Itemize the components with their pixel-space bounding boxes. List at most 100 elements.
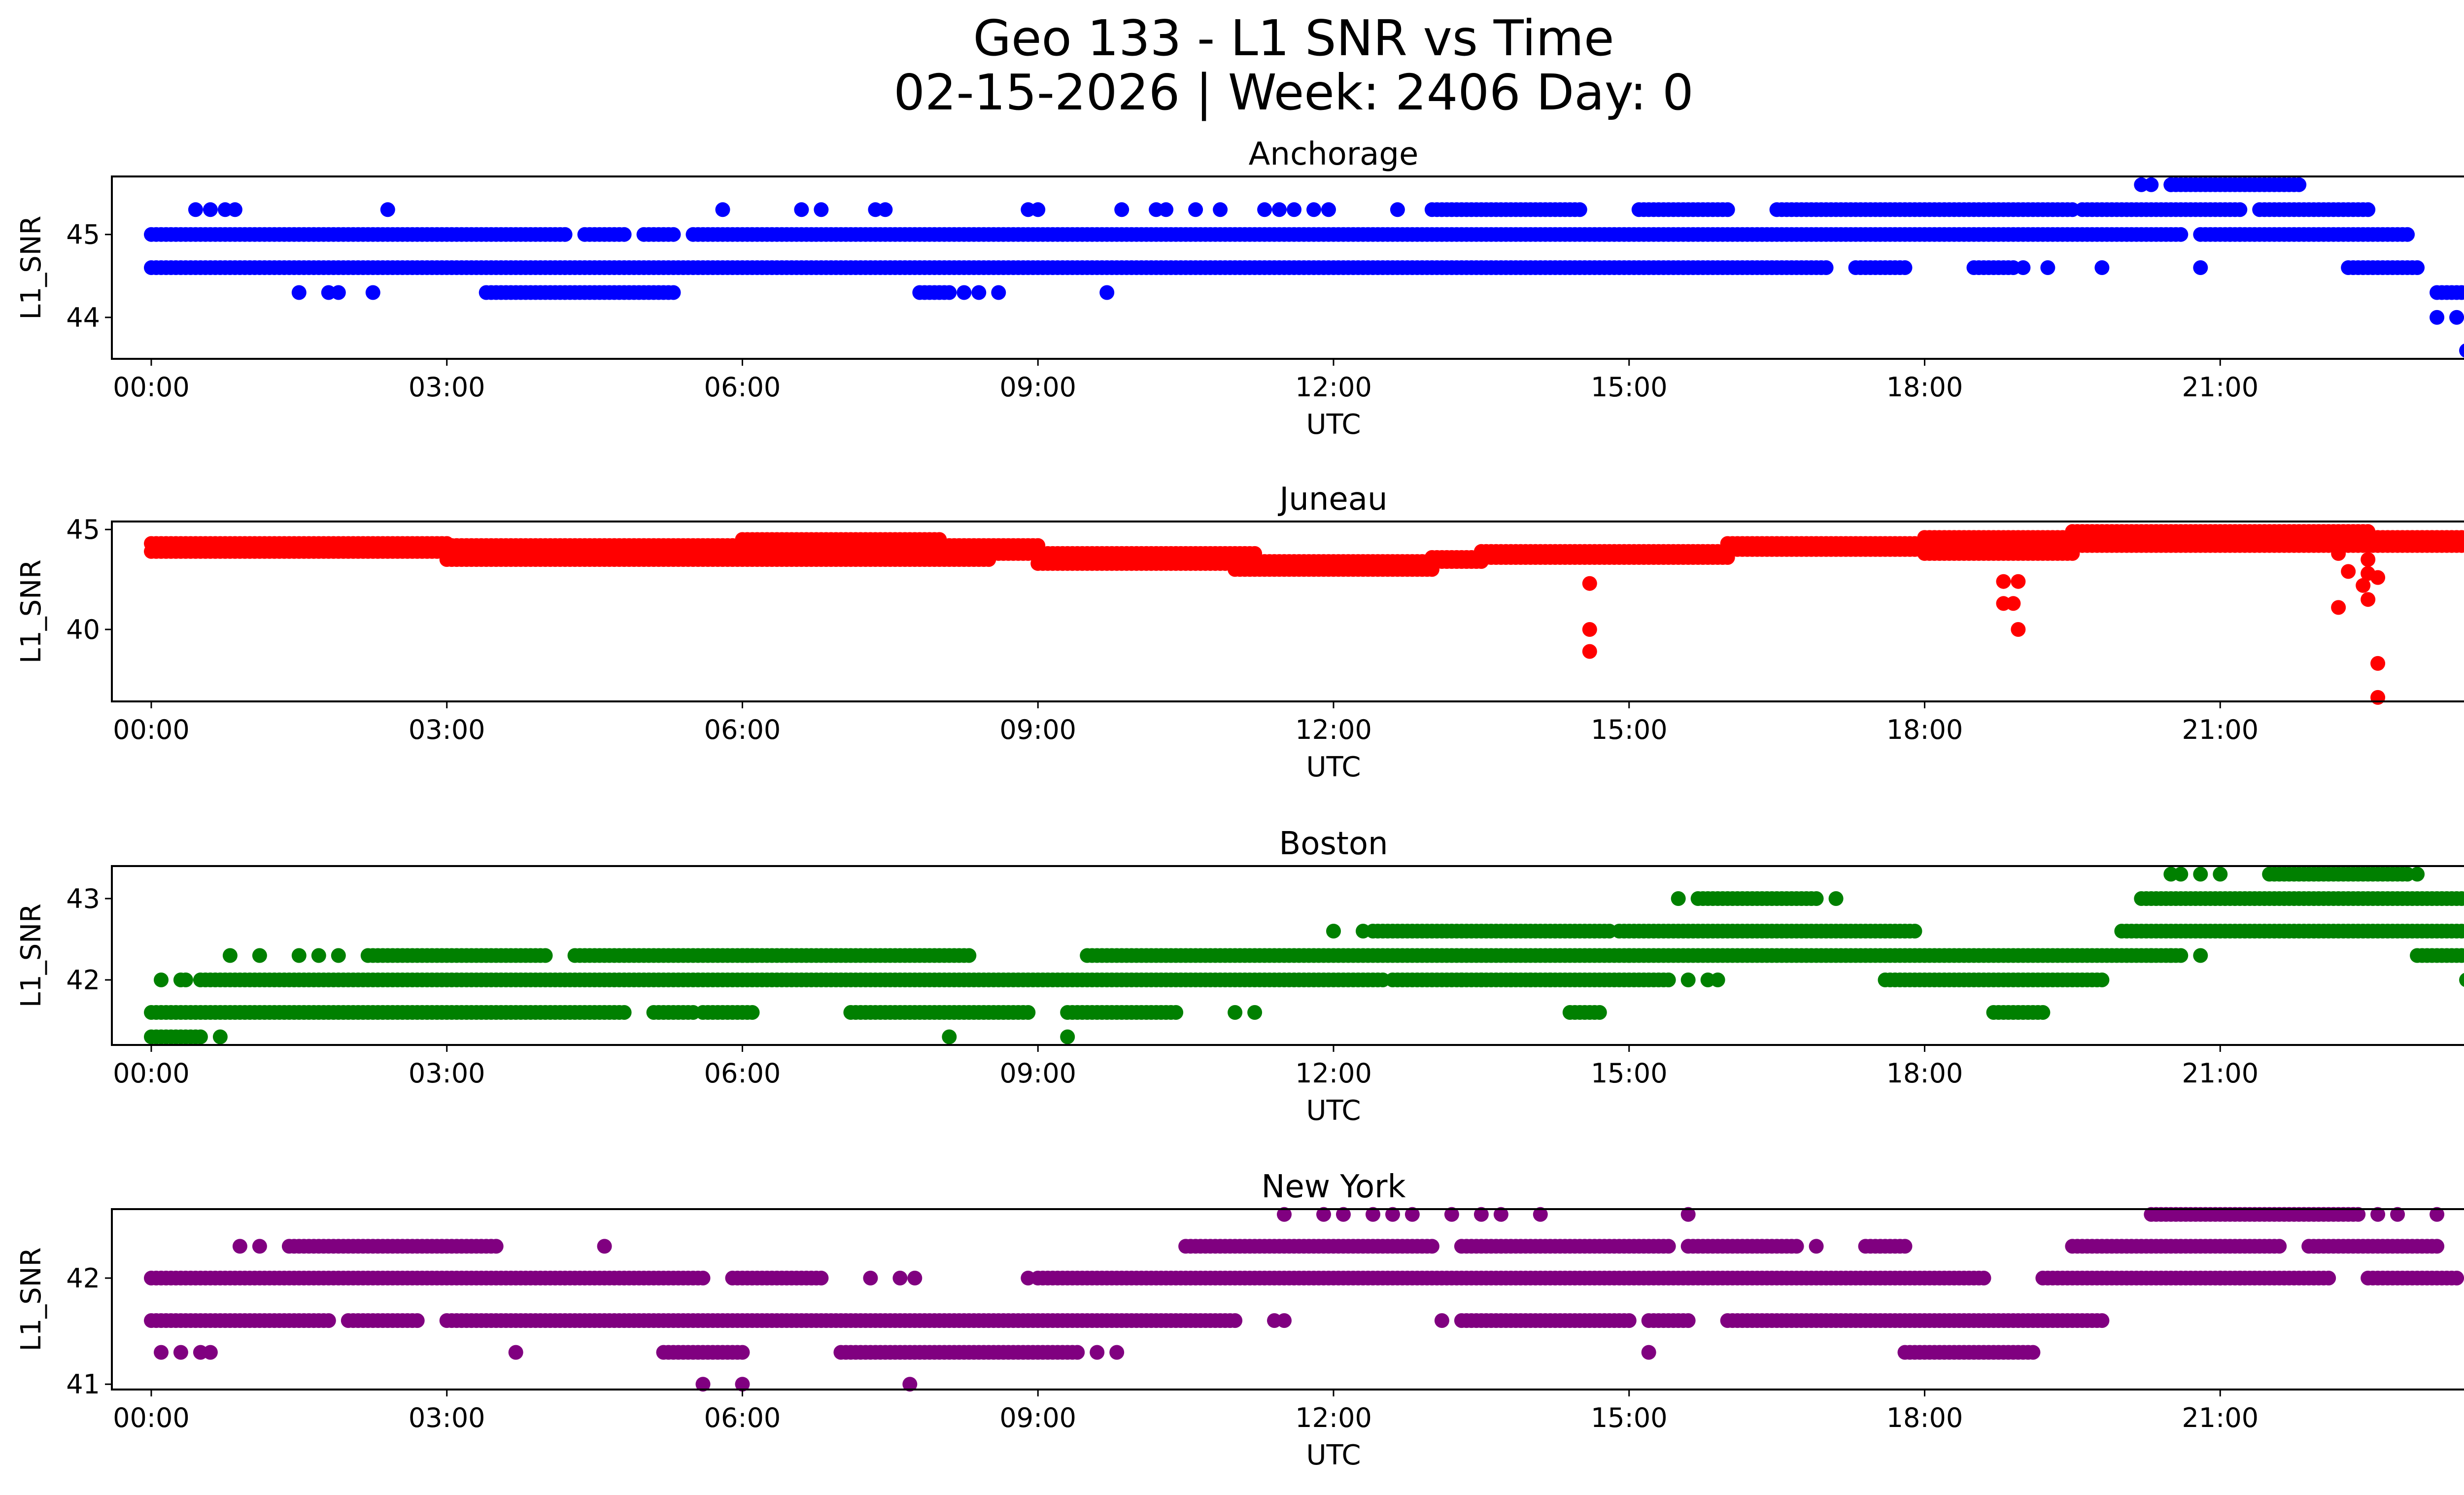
chart-1-point <box>2370 656 2386 671</box>
chart-0-point <box>1188 202 1203 217</box>
chart-0-point <box>2040 260 2055 275</box>
chart-3-xtick-label: 12:00 <box>1295 1402 1372 1433</box>
chart-3-point <box>2390 1207 2405 1222</box>
chart-2-point <box>1168 1005 1184 1020</box>
chart-3-point <box>597 1239 612 1254</box>
chart-0-point <box>203 202 218 217</box>
chart-0-point <box>666 227 681 242</box>
chart-1-point <box>2361 552 2376 567</box>
chart-0-point <box>1030 202 1046 217</box>
chart-0-title: Anchorage <box>1249 136 1419 173</box>
chart-2-point <box>1503 973 1518 987</box>
chart-3-ytick-label: 41 <box>66 1369 100 1400</box>
chart-3-point <box>2213 1270 2228 1286</box>
chart-0-point <box>794 202 809 217</box>
chart-2-xtick-label: 12:00 <box>1295 1058 1372 1089</box>
chart-1-xtick-label: 15:00 <box>1591 714 1668 745</box>
chart-1-xlabel: UTC <box>1306 751 1361 783</box>
chart-1-point <box>981 552 996 567</box>
chart-2-title: Boston <box>1279 826 1388 862</box>
chart-0-point <box>957 285 972 300</box>
chart-3-xtick-label: 00:00 <box>113 1402 190 1433</box>
chart-0-point <box>331 285 346 300</box>
chart-3-ylabel: L1_SNR <box>15 1247 47 1351</box>
chart-0-point <box>380 202 395 217</box>
chart-3-xtick-label: 06:00 <box>704 1402 781 1433</box>
chart-1-ylabel: L1_SNR <box>15 559 47 663</box>
chart-2-point <box>2410 867 2425 882</box>
chart-0-point <box>971 285 987 300</box>
chart-3-point <box>695 1270 711 1286</box>
chart-0-point <box>2449 310 2464 325</box>
chart-0-point <box>878 202 893 217</box>
chart-1-point <box>2341 564 2356 579</box>
chart-2-point <box>1592 1005 1607 1020</box>
chart-2-point <box>193 1029 208 1044</box>
chart-3-point <box>203 1345 218 1360</box>
chart-3-point <box>2430 1239 2445 1254</box>
chart-3-point <box>1385 1207 1400 1222</box>
chart-2-point <box>2094 973 2110 987</box>
chart-3-point <box>2430 1207 2445 1222</box>
chart-3-point <box>173 1345 188 1360</box>
chart-0-point <box>291 285 307 300</box>
chart-0-point <box>2094 260 2110 275</box>
chart-3-point <box>2321 1270 2336 1286</box>
chart-0-point <box>1306 202 1321 217</box>
chart-3-point <box>232 1239 247 1254</box>
chart-3-xtick-label: 03:00 <box>409 1402 485 1433</box>
chart-3-point <box>1424 1239 1439 1254</box>
chart-1-point <box>1582 622 1597 637</box>
chart-0-point <box>188 202 203 217</box>
chart-0-point <box>942 285 957 300</box>
chart-2-point <box>616 1005 632 1020</box>
chart-3-point <box>1316 1207 1331 1222</box>
chart-3-xtick-label: 09:00 <box>999 1402 1076 1433</box>
chart-2-point <box>2459 973 2464 987</box>
chart-1-ytick-label: 45 <box>66 514 100 545</box>
chart-3-point <box>1533 1207 1548 1222</box>
chart-3-point <box>1621 1313 1637 1328</box>
chart-2-point <box>1907 924 1922 939</box>
chart-2-point <box>2035 1005 2051 1020</box>
chart-3-point <box>1473 1207 1489 1222</box>
chart-2-point <box>2193 867 2208 882</box>
chart-3-point <box>2232 1270 2248 1286</box>
chart-3-point <box>1789 1239 1804 1254</box>
chart-0-point <box>557 227 573 242</box>
chart-3-point <box>2025 1345 2041 1360</box>
chart-3-point <box>508 1345 523 1360</box>
chart-0-point <box>1159 202 1174 217</box>
chart-1-point <box>1582 644 1597 659</box>
chart-3-point <box>1277 1313 1292 1328</box>
chart-0-point <box>2173 227 2189 242</box>
chart-0-point <box>1897 260 1913 275</box>
chart-2-point <box>538 948 553 963</box>
chart-2-ylabel: L1_SNR <box>15 904 47 1008</box>
chart-3-point <box>1070 1345 1085 1360</box>
chart-2-point <box>1661 973 1676 987</box>
chart-2-xtick-label: 06:00 <box>704 1058 781 1089</box>
chart-0-point <box>2459 344 2464 358</box>
chart-1-xtick-label: 09:00 <box>999 714 1076 745</box>
chart-0-point <box>2232 202 2248 217</box>
chart-2-point <box>222 948 238 963</box>
chart-2-point <box>1828 891 1844 906</box>
chart-0-point <box>2430 310 2445 325</box>
chart-3-point <box>1493 1207 1508 1222</box>
chart-2-point <box>1710 973 1725 987</box>
chart-0-xtick-label: 12:00 <box>1295 372 1372 403</box>
chart-1-point <box>2361 592 2376 607</box>
chart-3-point <box>2351 1207 2366 1222</box>
chart-0-ytick-label: 44 <box>66 302 100 333</box>
chart-2-point <box>1247 1005 1263 1020</box>
chart-2-xtick-label: 18:00 <box>1886 1058 1963 1089</box>
chart-0-point <box>666 285 681 300</box>
chart-2-xtick-label: 09:00 <box>999 1058 1076 1089</box>
chart-0-point <box>1818 260 1834 275</box>
chart-3-point <box>1434 1313 1449 1328</box>
chart-3-point <box>1809 1239 1824 1254</box>
